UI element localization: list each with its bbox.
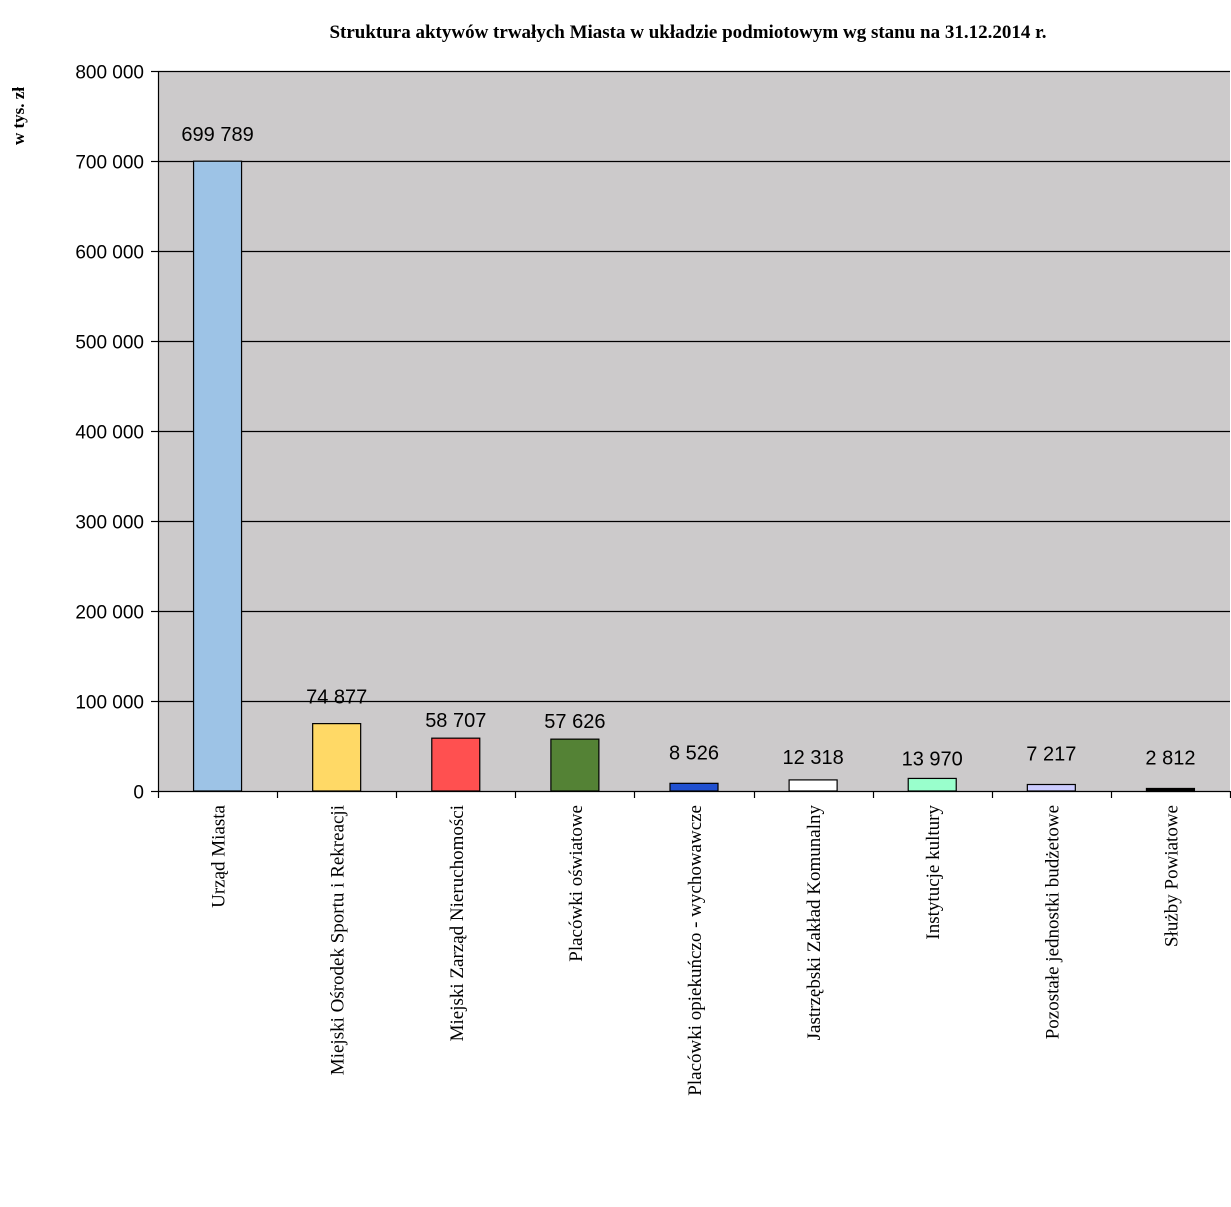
y-tick-label: 800 000: [75, 63, 144, 84]
bars: [192, 160, 1196, 793]
data-label: 2 812: [1145, 747, 1195, 769]
y-tick-labels: 0 100 000 200 000 300 000 400 000 500 000 600 …: [75, 63, 158, 804]
data-label: 13 970: [902, 748, 963, 770]
y-tick-label: 0: [133, 783, 144, 804]
chart-title: Struktura aktywów trwałych Miasta w ukła…: [329, 22, 1046, 43]
category-label: Miejski Ośrodek Sportu i Rekreacji: [328, 805, 349, 1075]
y-tick-label: 200 000: [75, 603, 144, 624]
bar: [788, 779, 838, 792]
y-tick-label: 600 000: [75, 243, 144, 264]
bar: [550, 738, 600, 792]
y-tick-label: 100 000: [75, 693, 144, 714]
category-label: Instytucje kultury: [923, 805, 944, 940]
category-label: Pozostałe jednostki budżetowe: [1042, 805, 1063, 1039]
category-label: Placówki oświatowe: [566, 805, 587, 962]
data-label: 7 217: [1026, 744, 1076, 766]
bar: [312, 723, 362, 792]
y-axis-label: w tys. zł: [9, 87, 28, 145]
bar: [1026, 783, 1076, 792]
data-label: 74 877: [306, 687, 367, 709]
bar: [431, 737, 481, 792]
y-tick-label: 400 000: [75, 423, 144, 444]
data-labels: 699 789 74 877 58 707 57 626 8 526 12 318 13 9…: [181, 124, 1195, 770]
gridlines: [158, 70, 1230, 703]
data-label: 58 707: [425, 710, 486, 732]
data-label: 57 626: [544, 711, 605, 733]
category-labels: Urząd Miasta Miejski Ośrodek Sportu i Rek…: [209, 804, 1183, 1095]
data-label: 12 318: [783, 747, 844, 769]
bar: [907, 777, 957, 792]
category-label: Urząd Miasta: [209, 804, 230, 907]
bar: [669, 782, 719, 792]
y-tick-label: 700 000: [75, 153, 144, 174]
category-label: Służby Powiatowe: [1161, 805, 1182, 947]
y-tick-label: 500 000: [75, 333, 144, 354]
axes: [157, 71, 1231, 798]
category-label: Jastrzębski Zakład Komunalny: [804, 805, 825, 1041]
bar: [192, 160, 243, 792]
category-label: Placówki opiekuńczo - wychowawcze: [685, 805, 706, 1096]
data-label: 699 789: [181, 124, 253, 146]
data-label: 8 526: [669, 742, 719, 764]
category-label: Miejski Zarząd Nieruchomości: [447, 805, 468, 1041]
y-tick-label: 300 000: [75, 513, 144, 534]
